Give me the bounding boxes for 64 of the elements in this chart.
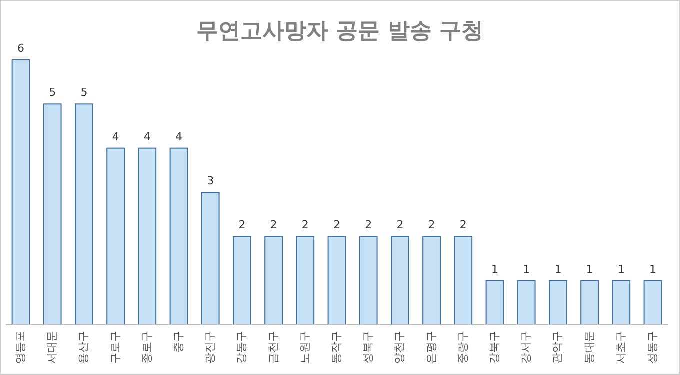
x-tick-label: 동대문: [582, 331, 596, 364]
x-tick-label: 성북구: [362, 331, 375, 364]
bar: [549, 280, 568, 326]
x-tick-label: 용산구: [77, 331, 90, 364]
x-tick-label: 강서구: [520, 331, 533, 364]
data-label: 2: [334, 218, 340, 232]
data-label: 4: [176, 130, 183, 144]
x-tick-label: 서대문: [46, 331, 59, 364]
data-label: 4: [144, 130, 151, 144]
x-tick-label: 동작구: [330, 331, 344, 364]
x-tick-label: 관악구: [551, 331, 564, 364]
chart-title: 무연고사망자 공문 발송 구청: [196, 19, 484, 44]
bar: [264, 236, 283, 326]
bar: [170, 148, 188, 326]
data-label: 3: [207, 174, 214, 188]
bar: [359, 236, 378, 326]
x-tick-label: 중구: [172, 331, 186, 353]
bar: [75, 104, 94, 326]
bar: [391, 236, 410, 326]
bar: [644, 280, 662, 326]
bar: [517, 280, 536, 326]
bar: [328, 236, 346, 326]
bar: [12, 60, 30, 326]
bar: [580, 280, 599, 326]
data-label: 5: [80, 86, 88, 100]
bar: [486, 280, 504, 326]
x-tick-label: 영등포: [14, 331, 28, 364]
x-tick-label: 서초구: [614, 331, 628, 364]
data-label: 2: [460, 218, 467, 232]
bar: [201, 192, 220, 326]
data-label: 2: [428, 218, 436, 232]
bar: [233, 236, 252, 326]
bar: [106, 148, 125, 326]
bar: [296, 236, 315, 326]
data-label: 4: [112, 130, 120, 144]
data-label: 5: [49, 86, 56, 100]
data-label: 1: [491, 262, 498, 276]
data-label: 1: [618, 262, 625, 276]
x-tick-label: 노원구: [298, 331, 312, 364]
data-label: 2: [238, 218, 246, 232]
data-label: 1: [523, 262, 530, 276]
data-label: 2: [365, 218, 372, 232]
x-tick-label: 광진구: [204, 331, 217, 364]
x-tick-label: 구로구: [108, 331, 122, 364]
x-tick-label: 은평구: [424, 331, 438, 364]
data-label: 2: [270, 218, 278, 232]
data-label: 1: [554, 262, 562, 276]
x-tick-label: 양천구: [393, 331, 406, 364]
data-label: 1: [586, 262, 594, 276]
x-tick-label: 금천구: [266, 331, 280, 364]
bar: [612, 280, 631, 326]
data-label: 2: [302, 218, 309, 232]
bar: [138, 148, 157, 326]
bar: [454, 236, 473, 326]
x-tick-label: 종로구: [140, 331, 154, 364]
x-tick-label: 중랑구: [456, 331, 470, 364]
data-label: 1: [649, 262, 656, 276]
bar: [43, 104, 62, 326]
x-tick-label: 강북구: [488, 331, 502, 364]
data-label: 2: [396, 218, 404, 232]
x-tick-label: 강동구: [235, 331, 248, 364]
data-label: 6: [18, 42, 25, 55]
x-tick-label: 성동구: [646, 331, 660, 364]
bar: [422, 236, 441, 326]
